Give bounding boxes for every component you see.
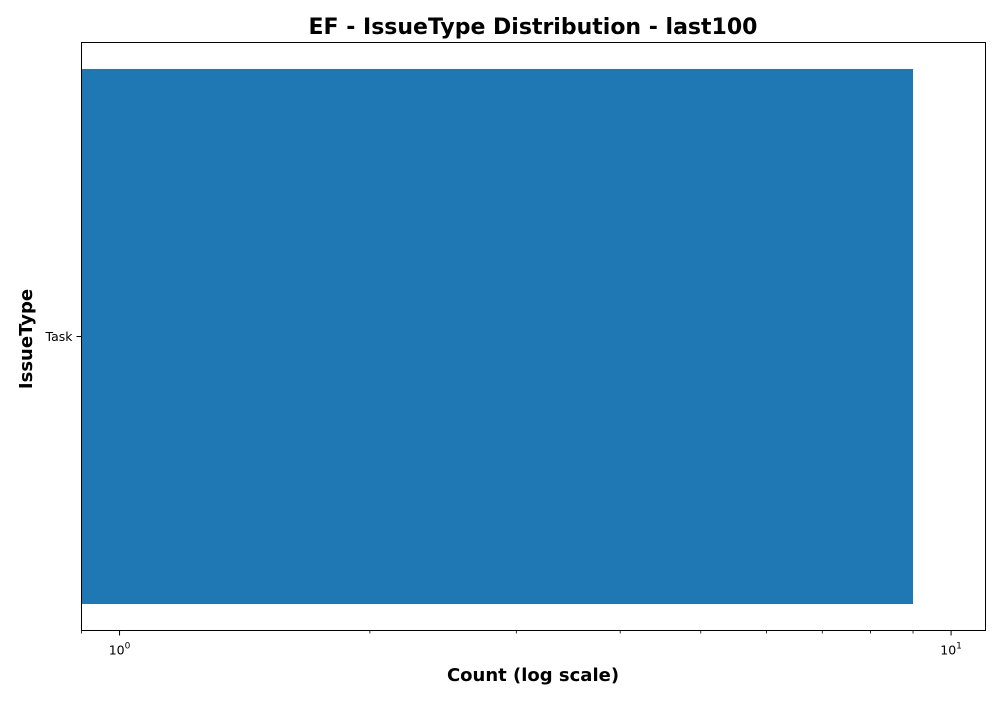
x-tick-label: 100 <box>109 642 131 658</box>
x-axis-label: Count (log scale) <box>447 665 619 686</box>
y-axis-label: IssueType <box>16 289 37 389</box>
bar-task <box>81 68 914 605</box>
x-axis-ticks: 100 101 <box>81 630 962 658</box>
chart-title: EF - IssueType Distribution - last100 <box>309 15 758 40</box>
y-tick-label: Task <box>45 329 74 344</box>
y-axis-ticks: Task <box>45 329 82 344</box>
x-tick-label: 101 <box>940 642 962 658</box>
plot-area <box>81 68 914 605</box>
